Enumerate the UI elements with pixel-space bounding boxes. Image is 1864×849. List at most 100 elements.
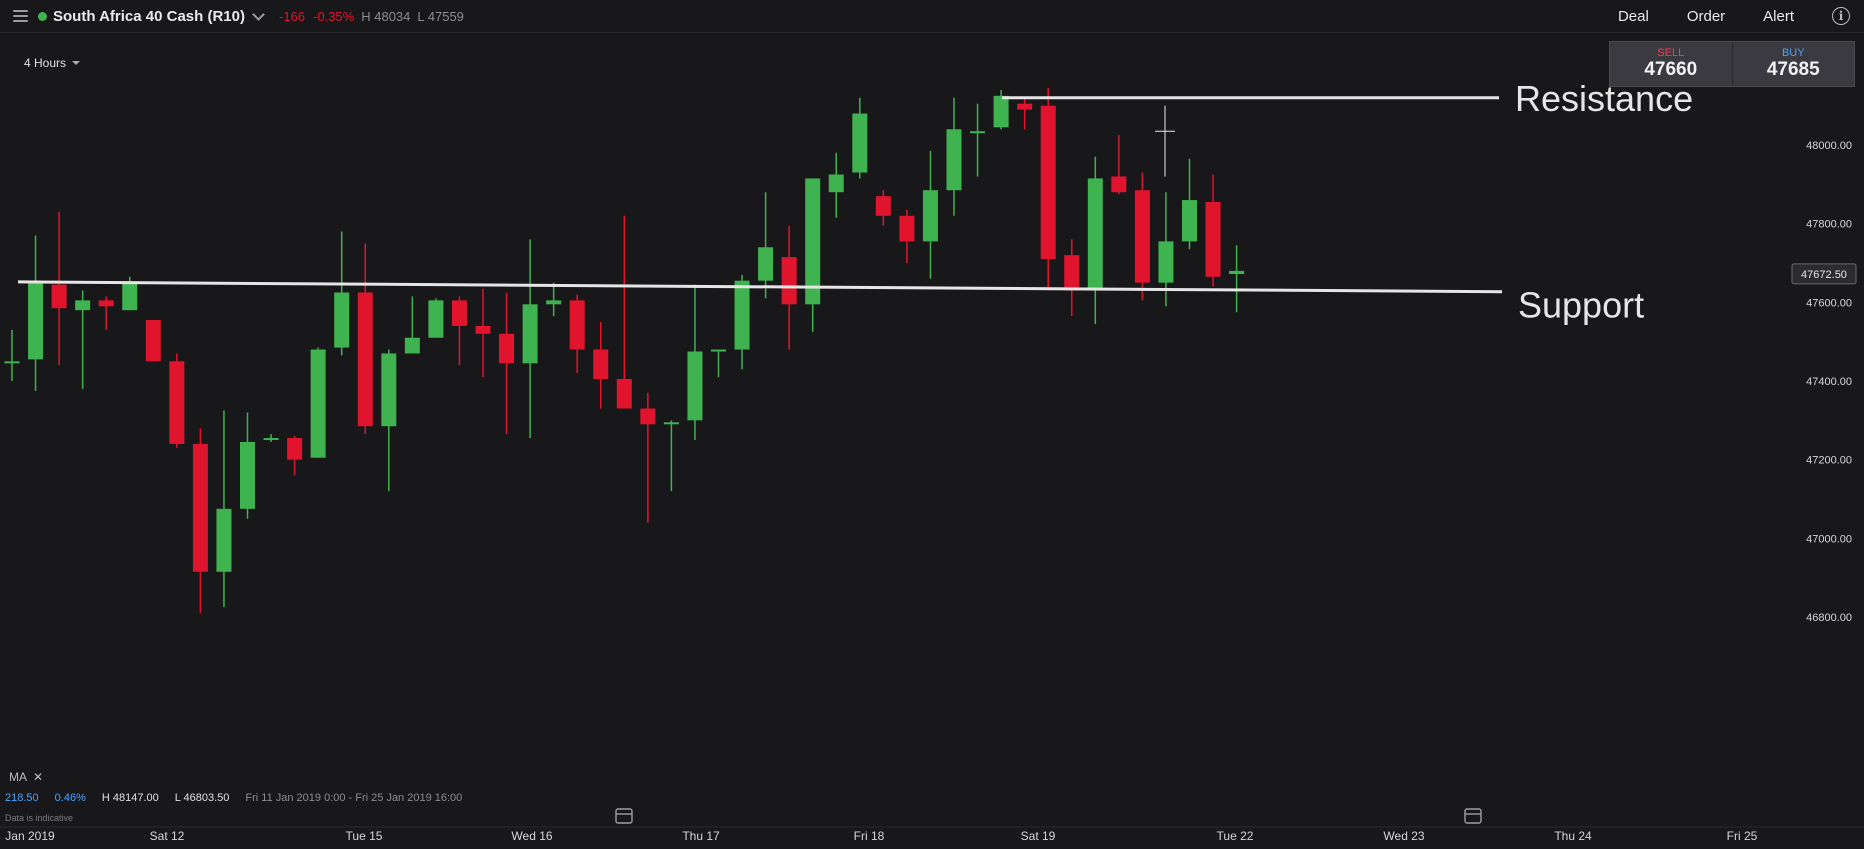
x-axis-label: Tue 22 — [1217, 829, 1254, 843]
buy-price: 47685 — [1766, 59, 1820, 80]
candle-body — [1087, 178, 1103, 291]
sell-price: 47660 — [1644, 59, 1698, 80]
candle-body — [4, 361, 20, 364]
buy-button[interactable]: BUY 47685 — [1731, 42, 1855, 86]
y-axis-label: 47000.00 — [1806, 533, 1852, 545]
candle-body — [758, 247, 774, 281]
candle-body — [334, 292, 350, 348]
support-label: Support — [1518, 285, 1644, 326]
candle-body — [145, 320, 161, 362]
deal-ticket: SELL 47660 BUY 47685 — [1609, 41, 1855, 87]
candle-body — [75, 300, 91, 311]
support-line — [17, 280, 1503, 294]
price-change: -166 — [279, 8, 306, 24]
instrument-name[interactable]: South Africa 40 Cash (R10) — [53, 7, 245, 25]
candle-body — [240, 441, 255, 509]
candle-body — [1158, 241, 1174, 283]
ma-value: 218.50 — [5, 792, 39, 804]
candle-body — [663, 422, 679, 425]
candle-body — [593, 349, 609, 380]
candle-body — [616, 379, 632, 409]
ma-percent: 0.46% — [54, 792, 86, 804]
x-axis-label: Thu 17 — [682, 829, 720, 843]
candle-body — [805, 178, 821, 305]
calendar-icon[interactable] — [1464, 808, 1482, 824]
current-price-label: 47672.50 — [1801, 269, 1847, 281]
y-axis-label: 47800.00 — [1806, 219, 1852, 231]
candle-body — [263, 438, 279, 441]
data-disclaimer: Data is indicative — [5, 813, 74, 823]
candle-body — [1040, 105, 1056, 260]
date-range: Fri 11 Jan 2019 0:00 - Fri 25 Jan 2019 1… — [245, 792, 463, 804]
sell-label: SELL — [1657, 47, 1685, 59]
top-actions: Deal Order Alert i — [1618, 0, 1864, 32]
range-low: L 46803.50 — [174, 792, 230, 804]
hamburger-icon[interactable] — [13, 10, 28, 22]
deal-button[interactable]: Deal — [1617, 7, 1649, 25]
timeframe-selector[interactable]: 4 Hours — [24, 56, 81, 70]
candle-body — [1111, 176, 1127, 193]
candle-body — [875, 196, 891, 216]
resistance-label: Resistance — [1515, 78, 1693, 119]
y-axis-label: 47400.00 — [1806, 376, 1852, 388]
candle-body — [499, 333, 515, 364]
candle-body — [970, 131, 986, 134]
candle-body — [899, 215, 915, 242]
order-button[interactable]: Order — [1686, 7, 1726, 25]
x-axis-label: Jan 2019 — [5, 829, 55, 843]
candle-body — [993, 95, 1009, 128]
candle-body — [1064, 255, 1080, 291]
candle-body — [828, 174, 844, 193]
candle-body — [381, 353, 397, 427]
candle-body — [51, 284, 67, 309]
price-change-percent: -0.35% — [313, 8, 355, 24]
indicator-tag: MA ✕ — [9, 770, 43, 784]
close-icon[interactable]: ✕ — [33, 770, 44, 784]
x-axis-label: Thu 24 — [1554, 829, 1592, 843]
current-price-tag — [1791, 263, 1857, 285]
x-axis-label: Wed 23 — [1383, 829, 1424, 843]
x-axis-label: Sat 19 — [1021, 829, 1056, 843]
candle-body — [640, 408, 656, 425]
indicator-name: MA — [9, 770, 27, 784]
candle-body — [169, 361, 185, 444]
x-axis-label: Fri 25 — [1727, 829, 1758, 843]
info-icon[interactable]: i — [1832, 7, 1850, 25]
candle-body — [781, 257, 797, 305]
session-low: L 47559 — [417, 8, 464, 24]
candle-body — [451, 300, 467, 326]
alert-button[interactable]: Alert — [1763, 7, 1794, 25]
y-axis-label: 47200.00 — [1806, 455, 1852, 467]
price-chart[interactable]: 48000.00 47800.00 47600.00 47400.00 47200.00… — [0, 32, 1864, 849]
candle-body — [1134, 190, 1150, 283]
timeframe-label: 4 Hours — [24, 56, 67, 70]
candle-body — [946, 129, 962, 191]
candle-body — [475, 325, 491, 334]
caret-down-icon — [72, 61, 81, 65]
x-axis-label: Tue 15 — [346, 829, 383, 843]
candle-body — [522, 304, 538, 364]
candle-body — [922, 190, 938, 242]
candle-body — [852, 113, 868, 173]
candle-body — [287, 438, 303, 460]
buy-label: BUY — [1781, 47, 1805, 59]
candle-body — [569, 300, 585, 350]
candle-body — [28, 282, 44, 360]
y-axis-label: 46800.00 — [1806, 612, 1852, 624]
x-axis-label: Fri 18 — [854, 829, 885, 843]
candle-body — [404, 337, 420, 354]
candle-body — [734, 280, 750, 350]
x-axis-label: Wed 16 — [511, 829, 552, 843]
top-bar: South Africa 40 Cash (R10) -166 -0.35% H… — [0, 0, 1864, 33]
sell-button[interactable]: SELL 47660 — [1610, 42, 1732, 86]
candle-body — [1205, 202, 1221, 277]
candle-body — [1229, 270, 1245, 275]
x-axis-label: Sat 12 — [150, 829, 185, 843]
y-axis-label: 48000.00 — [1806, 140, 1852, 152]
chevron-down-icon[interactable] — [252, 7, 265, 21]
candle-body — [1182, 200, 1197, 242]
candle-body — [216, 508, 232, 572]
calendar-icon[interactable] — [615, 808, 633, 824]
candle-body — [428, 300, 444, 338]
candle-body — [310, 349, 326, 458]
